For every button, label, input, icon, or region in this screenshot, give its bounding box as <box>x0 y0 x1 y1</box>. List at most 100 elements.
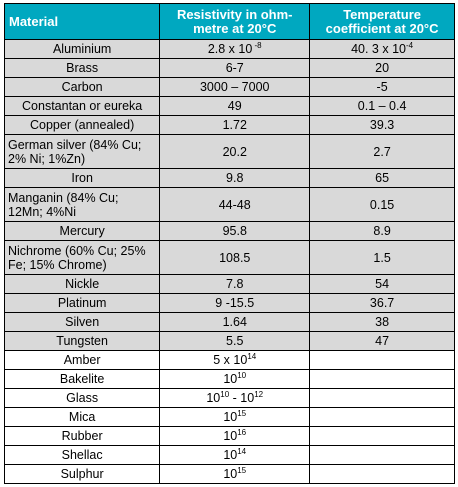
cell-resistivity: 1010 - 1012 <box>159 388 311 408</box>
header-row: Material Resistivity in ohm-metre at 20°… <box>3 3 455 40</box>
temperature-value: 0.1 – 0.4 <box>357 99 407 113</box>
cell-resistivity: 1.64 <box>159 312 311 332</box>
temperature-value: 0.15 <box>369 197 395 212</box>
table-body: Aluminium 2.8 x 10 -8 40. 3 x 10-4 Brass 6-7… <box>3 39 455 484</box>
temperature-value: 65 <box>375 171 390 185</box>
resistivity-exponent: -8 <box>252 40 262 50</box>
temperature-value: 8.9 <box>373 224 391 238</box>
resistivity-value: 1.72 <box>222 118 247 132</box>
resistivity-value: 95.8 <box>222 224 247 238</box>
cell-resistivity: 9 -15.5 <box>159 293 311 313</box>
table-row: Nickle 7.8 54 <box>3 274 455 294</box>
resistivity-exponent: 15 <box>237 465 247 475</box>
resistivity-value: 10 <box>223 448 238 462</box>
table-row: Manganin (84% Cu; 12Mn; 4%Ni 44-48 0.15 <box>3 187 455 222</box>
resistivity-value: 44-48 <box>218 197 251 212</box>
resistivity-table: Material Resistivity in ohm-metre at 20°… <box>3 3 455 484</box>
table-row: Constantan or eureka 49 0.1 – 0.4 <box>3 96 455 116</box>
cell-material: Tungsten <box>3 331 161 351</box>
cell-resistivity: 1010 <box>159 369 311 389</box>
cell-material: Carbon <box>3 77 161 97</box>
resistivity-value: 10 <box>223 410 238 424</box>
cell-material: Silven <box>3 312 161 332</box>
table-row: Iron 9.8 65 <box>3 168 455 188</box>
resistivity-value: 6-7 <box>225 61 244 75</box>
cell-material: Mica <box>3 407 161 427</box>
table-row: Aluminium 2.8 x 10 -8 40. 3 x 10-4 <box>3 39 455 59</box>
resistivity-value: 5.5 <box>226 334 244 348</box>
temperature-value: 1.5 <box>373 250 391 265</box>
temperature-value: 2.7 <box>373 144 391 159</box>
cell-resistivity: 7.8 <box>159 274 311 294</box>
cell-temperature: 36.7 <box>309 293 455 313</box>
cell-material: Aluminium <box>3 39 161 59</box>
cell-resistivity: 6-7 <box>159 58 311 78</box>
resistivity-exponent: 10 <box>237 370 247 380</box>
cell-resistivity: 1015 <box>159 464 311 484</box>
cell-resistivity: 5 x 1014 <box>159 350 311 370</box>
table-row: Silven 1.64 38 <box>3 312 455 332</box>
cell-temperature: 0.15 <box>309 187 455 222</box>
temperature-value: 40. 3 x 10 <box>351 42 406 56</box>
resistivity-value: 10 <box>223 467 238 481</box>
resistivity-value: 10 <box>206 391 221 405</box>
table-row: Brass 6-7 20 <box>3 58 455 78</box>
cell-material: Amber <box>3 350 161 370</box>
resistivity-value: 10 <box>223 372 238 386</box>
cell-resistivity: 20.2 <box>159 134 311 169</box>
cell-temperature: 65 <box>309 168 455 188</box>
table-row: Bakelite 1010 <box>3 369 455 389</box>
cell-material: Brass <box>3 58 161 78</box>
resistivity-exponent: 10 <box>220 389 230 399</box>
resistivity-value: 5 x 10 <box>213 353 248 367</box>
resistivity-exponent-upper: 12 <box>254 389 264 399</box>
cell-material: Bakelite <box>3 369 161 389</box>
cell-resistivity: 9.8 <box>159 168 311 188</box>
resistivity-exponent: 16 <box>237 427 247 437</box>
cell-temperature <box>309 445 455 465</box>
cell-temperature <box>309 407 455 427</box>
cell-resistivity: 3000 – 7000 <box>159 77 311 97</box>
table-row: Glass 1010 - 1012 <box>3 388 455 408</box>
cell-material: Rubber <box>3 426 161 446</box>
table-row: Platinum 9 -15.5 36.7 <box>3 293 455 313</box>
temperature-value: -5 <box>376 80 388 94</box>
cell-resistivity: 95.8 <box>159 221 311 241</box>
cell-material: Constantan or eureka <box>3 96 161 116</box>
cell-temperature <box>309 369 455 389</box>
resistivity-value-upper: - 10 <box>229 391 255 405</box>
temperature-value: 36.7 <box>369 296 395 310</box>
resistivity-exponent: 14 <box>237 446 247 456</box>
resistivity-exponent: 14 <box>247 351 257 361</box>
cell-temperature: 0.1 – 0.4 <box>309 96 455 116</box>
table-row: German silver (84% Cu; 2% Ni; 1%Zn) 20.2 2… <box>3 134 455 169</box>
cell-material: Sulphur <box>3 464 161 484</box>
header-material: Material <box>3 3 161 40</box>
temperature-value: 54 <box>375 277 390 291</box>
cell-temperature: 47 <box>309 331 455 351</box>
cell-resistivity: 1016 <box>159 426 311 446</box>
resistivity-value: 7.8 <box>226 277 244 291</box>
cell-material: Shellac <box>3 445 161 465</box>
table-row: Tungsten 5.5 47 <box>3 331 455 351</box>
table-row: Carbon 3000 – 7000 -5 <box>3 77 455 97</box>
cell-material: Copper (annealed) <box>3 115 161 135</box>
resistivity-value: 108.5 <box>219 250 251 265</box>
cell-temperature <box>309 350 455 370</box>
cell-material: Platinum <box>3 293 161 313</box>
cell-resistivity: 44-48 <box>159 187 311 222</box>
resistivity-exponent: 15 <box>237 408 247 418</box>
table-row: Rubber 1016 <box>3 426 455 446</box>
cell-resistivity: 2.8 x 10 -8 <box>159 39 311 59</box>
resistivity-value: 10 <box>223 429 238 443</box>
table-row: Mercury 95.8 8.9 <box>3 221 455 241</box>
table-row: Shellac 1014 <box>3 445 455 465</box>
table-row: Sulphur 1015 <box>3 464 455 484</box>
header-temperature: Temperature coefficient at 20°C <box>309 3 455 40</box>
cell-temperature: 20 <box>309 58 455 78</box>
cell-temperature: 1.5 <box>309 240 455 275</box>
table-row: Copper (annealed) 1.72 39.3 <box>3 115 455 135</box>
cell-material: Nickle <box>3 274 161 294</box>
cell-resistivity: 5.5 <box>159 331 311 351</box>
header-resistivity: Resistivity in ohm-metre at 20°C <box>159 3 311 40</box>
